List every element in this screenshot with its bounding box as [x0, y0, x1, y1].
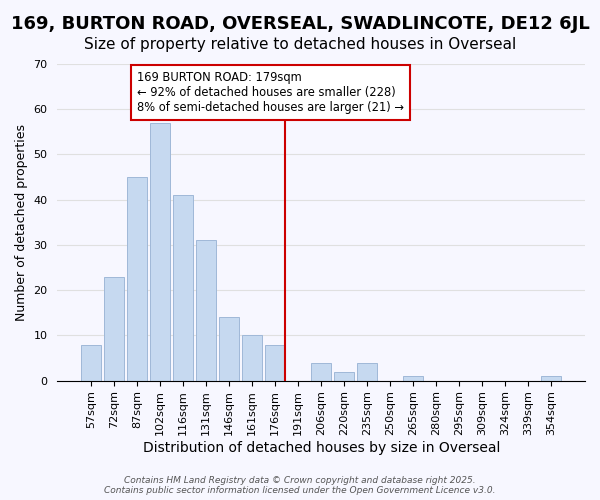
Bar — [196, 240, 216, 380]
Bar — [265, 344, 285, 380]
Bar — [220, 318, 239, 380]
Text: Contains HM Land Registry data © Crown copyright and database right 2025.
Contai: Contains HM Land Registry data © Crown c… — [104, 476, 496, 495]
Bar — [541, 376, 561, 380]
X-axis label: Distribution of detached houses by size in Overseal: Distribution of detached houses by size … — [143, 441, 500, 455]
Bar — [151, 123, 170, 380]
Bar — [173, 195, 193, 380]
Text: Size of property relative to detached houses in Overseal: Size of property relative to detached ho… — [84, 38, 516, 52]
Bar — [82, 344, 101, 380]
Bar — [311, 362, 331, 380]
Bar — [334, 372, 354, 380]
Bar — [127, 177, 147, 380]
Y-axis label: Number of detached properties: Number of detached properties — [15, 124, 28, 321]
Text: 169, BURTON ROAD, OVERSEAL, SWADLINCOTE, DE12 6JL: 169, BURTON ROAD, OVERSEAL, SWADLINCOTE,… — [11, 15, 589, 33]
Bar — [358, 362, 377, 380]
Bar — [104, 276, 124, 380]
Text: 169 BURTON ROAD: 179sqm
← 92% of detached houses are smaller (228)
8% of semi-de: 169 BURTON ROAD: 179sqm ← 92% of detache… — [137, 71, 404, 114]
Bar — [242, 336, 262, 380]
Bar — [403, 376, 423, 380]
